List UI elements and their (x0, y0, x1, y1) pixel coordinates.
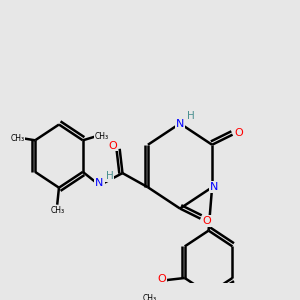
Text: O: O (108, 141, 117, 151)
Text: CH₃: CH₃ (142, 294, 157, 300)
Text: H: H (187, 111, 194, 121)
Text: CH₃: CH₃ (94, 132, 109, 141)
Text: N: N (210, 182, 218, 192)
Text: O: O (235, 128, 243, 138)
Text: N: N (95, 178, 104, 188)
Text: O: O (158, 274, 166, 284)
Text: N: N (176, 118, 184, 128)
Text: O: O (202, 216, 211, 226)
Text: H: H (106, 171, 113, 181)
Text: CH₃: CH₃ (50, 206, 64, 215)
Text: CH₃: CH₃ (11, 134, 25, 143)
